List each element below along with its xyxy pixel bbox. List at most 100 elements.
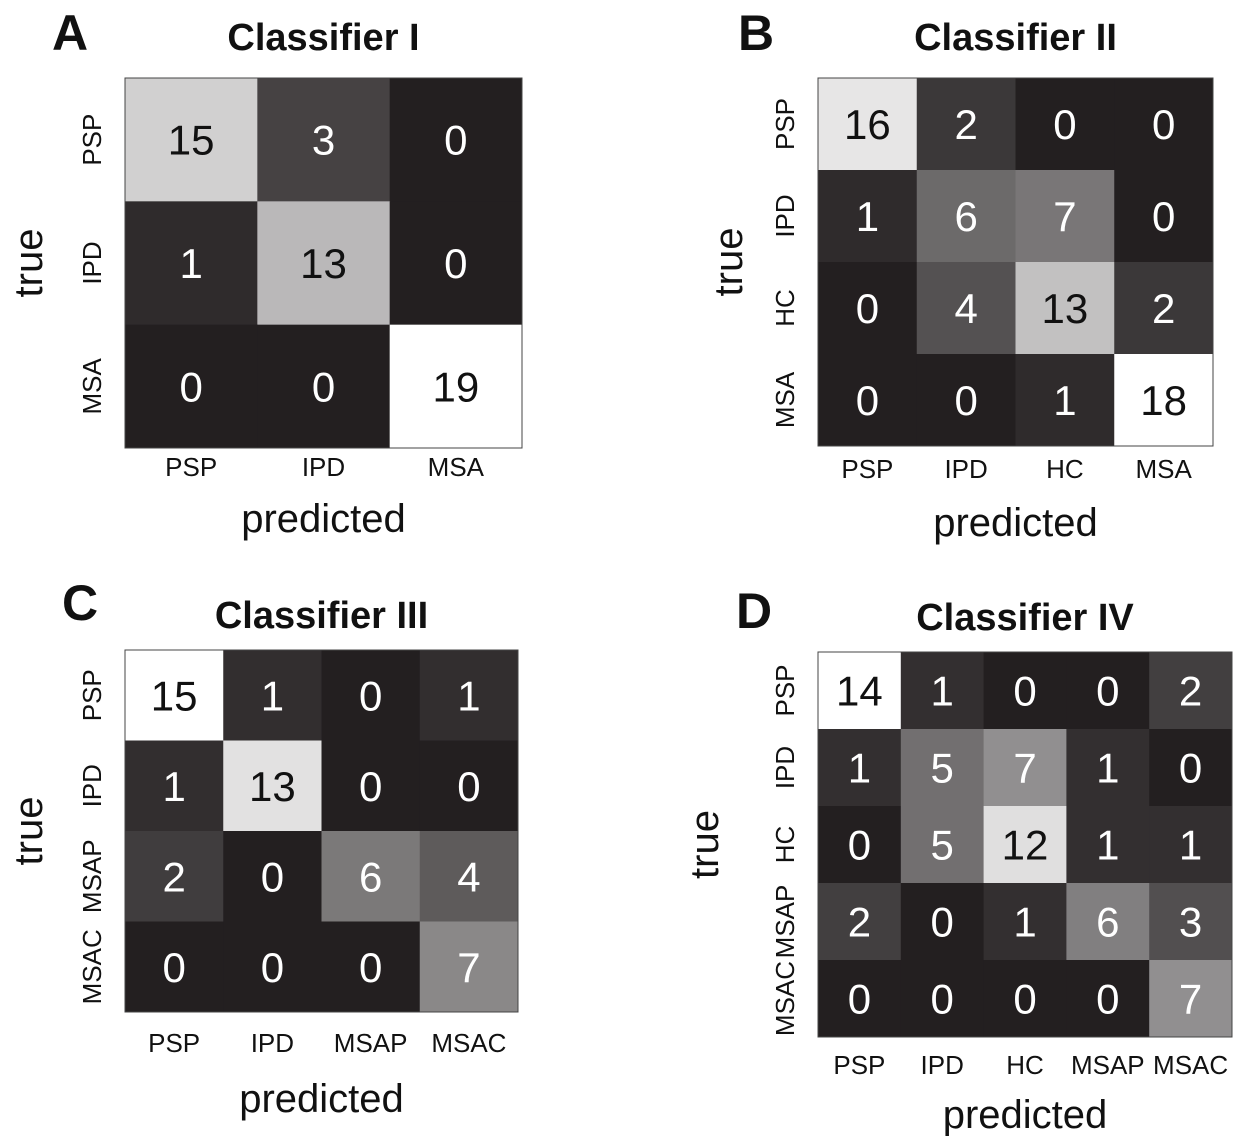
cell-value-label: 1 [1096, 822, 1119, 869]
heatmap-cell [419, 921, 519, 1013]
heatmap-cell [223, 831, 322, 922]
heatmap-cell [1066, 883, 1150, 961]
chart-title: Classifier II [914, 17, 1117, 59]
x-tick-label: PSP [165, 452, 217, 482]
heatmap-cell [900, 806, 985, 884]
heatmap-cell [419, 831, 519, 922]
cell-value-label: 0 [1152, 101, 1175, 148]
cell-value-label: 0 [1152, 193, 1175, 240]
heatmap-cell [125, 650, 224, 741]
cell-value-label: 7 [1053, 193, 1076, 240]
cell-value-label: 0 [1096, 668, 1119, 715]
cell-value-label: 14 [836, 668, 883, 715]
x-tick-label: MSA [1135, 454, 1192, 484]
heatmap-cell [1066, 960, 1150, 1038]
heatmap-cell [1066, 652, 1150, 730]
x-tick-label: IPD [944, 454, 987, 484]
y-tick-label: MSAP [770, 885, 800, 959]
heatmap-cell [223, 650, 322, 741]
cell-value-label: 15 [168, 117, 215, 164]
heatmap-cell [818, 78, 918, 171]
heatmap-cell [125, 324, 258, 449]
cell-value-label: 6 [1096, 899, 1119, 946]
heatmap-cell [818, 354, 918, 447]
heatmap-cell [1114, 170, 1214, 263]
cell-value-label: 13 [300, 240, 347, 287]
cell-value-label: 0 [162, 944, 185, 991]
heatmap-cell [900, 960, 985, 1038]
y-tick-label: PSP [77, 669, 107, 721]
heatmap-cell [1149, 729, 1233, 807]
cell-value-label: 1 [1053, 377, 1076, 424]
heatmap-cell [916, 262, 1016, 355]
x-axis-label: predicted [943, 1093, 1108, 1136]
heatmap-cell [1149, 960, 1233, 1038]
cell-value-label: 15 [151, 672, 198, 719]
x-tick-label: PSP [148, 1028, 200, 1058]
heatmap-cell [818, 652, 902, 730]
y-tick-label: IPD [77, 764, 107, 807]
heatmap-cell [257, 78, 391, 202]
cell-value-label: 0 [848, 976, 871, 1023]
y-axis-label: true [707, 228, 751, 297]
x-tick-label: MSA [428, 452, 485, 482]
plot-frame [817, 77, 1214, 447]
cell-value-label: 1 [179, 240, 202, 287]
y-axis-label: true [7, 797, 51, 866]
cell-value-label: 0 [444, 240, 467, 287]
cell-value-label: 7 [1013, 745, 1036, 792]
cell-value-label: 0 [954, 377, 977, 424]
heatmap-cell [818, 883, 902, 961]
heatmap-cell [983, 729, 1067, 807]
cell-value-label: 0 [1179, 745, 1202, 792]
cell-value-label: 1 [162, 763, 185, 810]
plot-frame [124, 77, 523, 449]
heatmap-cell [916, 354, 1016, 447]
heatmap-cell [818, 262, 918, 355]
cell-value-label: 0 [1013, 976, 1036, 1023]
cell-value-label: 0 [1013, 668, 1036, 715]
y-tick-label: HC [770, 289, 800, 327]
heatmap-cell [125, 201, 258, 326]
heatmap-cell [223, 740, 322, 832]
chart-title: Classifier I [227, 17, 419, 59]
cell-value-label: 6 [954, 193, 977, 240]
x-tick-label: MSAC [1153, 1050, 1228, 1080]
heatmap-cell [1114, 354, 1214, 447]
heatmap-cell [321, 740, 421, 832]
cell-value-label: 0 [1053, 101, 1076, 148]
cell-value-label: 1 [848, 745, 871, 792]
heatmap-cell [983, 883, 1067, 961]
heatmap-cell [1114, 78, 1214, 171]
cell-value-label: 2 [162, 853, 185, 900]
heatmap-cell [125, 921, 224, 1013]
heatmap-cell [1149, 806, 1233, 884]
cell-value-label: 1 [1096, 745, 1119, 792]
x-tick-label: MSAC [431, 1028, 506, 1058]
y-tick-label: MSAC [77, 929, 107, 1004]
x-tick-label: PSP [833, 1050, 885, 1080]
heatmap-cell [818, 729, 902, 807]
y-axis-label: true [7, 229, 51, 298]
heatmap-cell [983, 652, 1067, 730]
heatmap-cell [1149, 883, 1233, 961]
y-tick-label: PSP [770, 98, 800, 150]
cell-value-label: 0 [359, 763, 382, 810]
cell-value-label: 2 [1179, 668, 1202, 715]
cell-value-label: 0 [179, 363, 202, 410]
x-axis-label: predicted [239, 1077, 404, 1121]
heatmap-cell [257, 201, 391, 326]
heatmap-cell [321, 650, 421, 741]
heatmap-cell [1066, 806, 1150, 884]
heatmap-cell [900, 729, 985, 807]
cell-value-label: 19 [432, 363, 479, 410]
cell-value-label: 1 [1013, 899, 1036, 946]
heatmap-cell [125, 78, 258, 202]
y-tick-label: MSA [770, 371, 800, 428]
cell-value-label: 16 [844, 101, 891, 148]
heatmap-cell [1015, 262, 1115, 355]
cell-value-label: 1 [856, 193, 879, 240]
panel-letter: D [736, 583, 772, 639]
cell-value-label: 12 [1002, 822, 1049, 869]
chart-title: Classifier IV [916, 597, 1134, 639]
